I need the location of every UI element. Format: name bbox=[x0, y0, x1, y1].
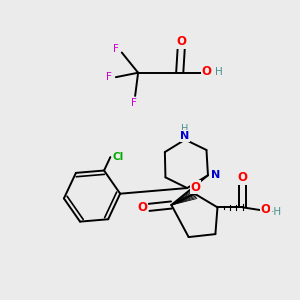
Text: ·H: ·H bbox=[271, 206, 282, 217]
Text: O: O bbox=[190, 181, 200, 194]
Text: F: F bbox=[106, 72, 112, 82]
Text: H: H bbox=[215, 67, 223, 77]
Text: O: O bbox=[177, 35, 187, 48]
Text: H: H bbox=[182, 124, 189, 134]
Text: Cl: Cl bbox=[112, 152, 123, 162]
Text: O: O bbox=[238, 171, 248, 184]
Text: O: O bbox=[138, 201, 148, 214]
Text: N: N bbox=[211, 170, 220, 180]
Text: F: F bbox=[113, 44, 119, 54]
Text: F: F bbox=[131, 98, 137, 108]
Text: O: O bbox=[261, 203, 271, 216]
Text: O: O bbox=[202, 65, 212, 78]
Text: N: N bbox=[180, 131, 190, 141]
